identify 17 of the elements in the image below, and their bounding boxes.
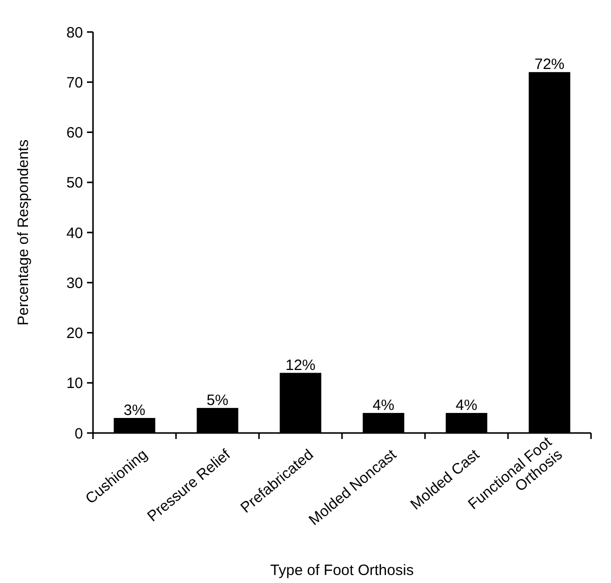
data-label: 4% [372, 396, 394, 414]
data-label: 12% [285, 356, 316, 374]
y-tick-label: 30 [66, 274, 83, 292]
y-tick-label: 10 [66, 375, 83, 392]
y-tick-label: 40 [66, 224, 83, 242]
data-label: 5% [206, 392, 228, 409]
data-label: 4% [456, 396, 478, 414]
y-tick-label: 70 [66, 74, 83, 92]
data-label: 3% [124, 402, 146, 419]
data-label: 72% [534, 56, 565, 74]
y-tick-label: 20 [66, 325, 83, 342]
y-axis-title: Percentage of Respondents [15, 140, 32, 326]
y-tick-label: 0 [74, 425, 83, 442]
y-tick-label: 50 [66, 174, 83, 192]
y-tick-label: 80 [66, 24, 83, 42]
y-tick-label: 60 [66, 124, 83, 142]
x-axis-title: Type of Foot Orthosis [270, 562, 414, 579]
